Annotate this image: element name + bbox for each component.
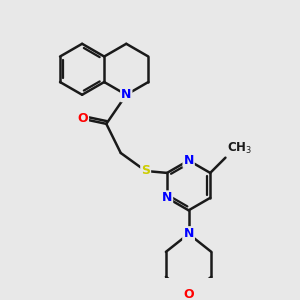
Text: N: N: [183, 227, 194, 240]
Text: N: N: [162, 191, 172, 204]
Text: CH$_3$: CH$_3$: [227, 141, 252, 156]
Text: N: N: [183, 154, 194, 167]
Text: O: O: [77, 112, 88, 125]
Text: N: N: [121, 88, 131, 101]
Text: N: N: [183, 227, 194, 240]
Text: S: S: [141, 164, 150, 178]
Text: O: O: [183, 288, 194, 300]
